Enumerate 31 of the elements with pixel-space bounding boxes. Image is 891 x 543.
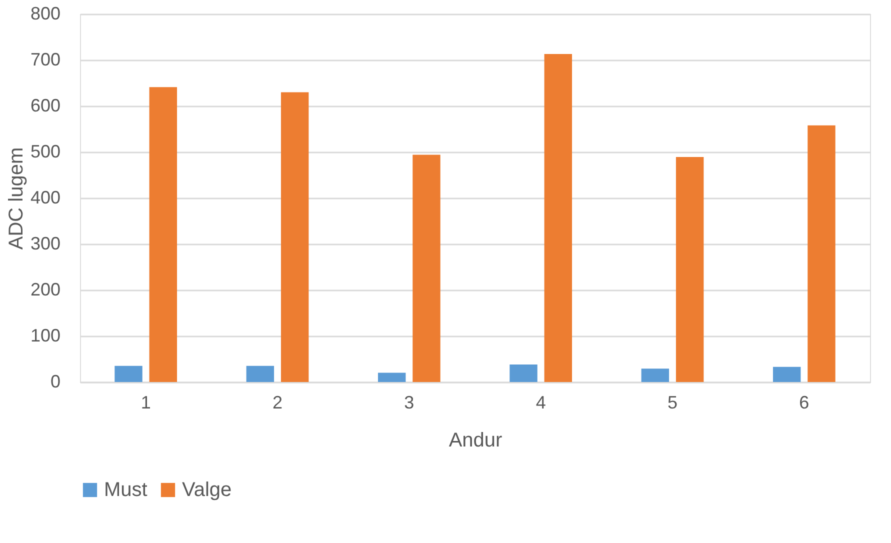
bar [676, 157, 704, 382]
bar [808, 125, 836, 382]
bar [246, 366, 274, 382]
legend-label: Valge [182, 479, 232, 501]
y-tick-label: 700 [30, 50, 60, 70]
y-tick-label: 800 [30, 4, 60, 24]
bar [510, 364, 538, 382]
x-axis-title: Andur [448, 430, 503, 452]
y-tick-label: 500 [30, 142, 60, 162]
x-tick-label: 2 [272, 392, 283, 412]
x-tick-label: 6 [799, 392, 810, 412]
bar [280, 92, 309, 382]
bar [641, 368, 670, 382]
x-tick-label: 3 [404, 392, 414, 412]
y-tick-label: 200 [30, 280, 60, 300]
legend-label: Must [104, 479, 148, 501]
y-tick-label: 100 [30, 326, 60, 346]
y-axis-title: ADC lugem [5, 147, 28, 250]
y-tick-label: 0 [50, 372, 60, 392]
bar [378, 372, 406, 382]
y-tick-label: 600 [30, 96, 60, 116]
bar [114, 366, 142, 382]
bar [149, 87, 178, 382]
y-tick-label: 400 [30, 188, 60, 208]
y-tick-label: 300 [30, 234, 60, 254]
x-tick-label: 4 [536, 392, 546, 412]
bar [412, 154, 440, 382]
bar [544, 54, 572, 382]
x-tick-label: 5 [667, 392, 678, 412]
bar [772, 366, 801, 382]
x-tick-label: 1 [140, 392, 151, 412]
